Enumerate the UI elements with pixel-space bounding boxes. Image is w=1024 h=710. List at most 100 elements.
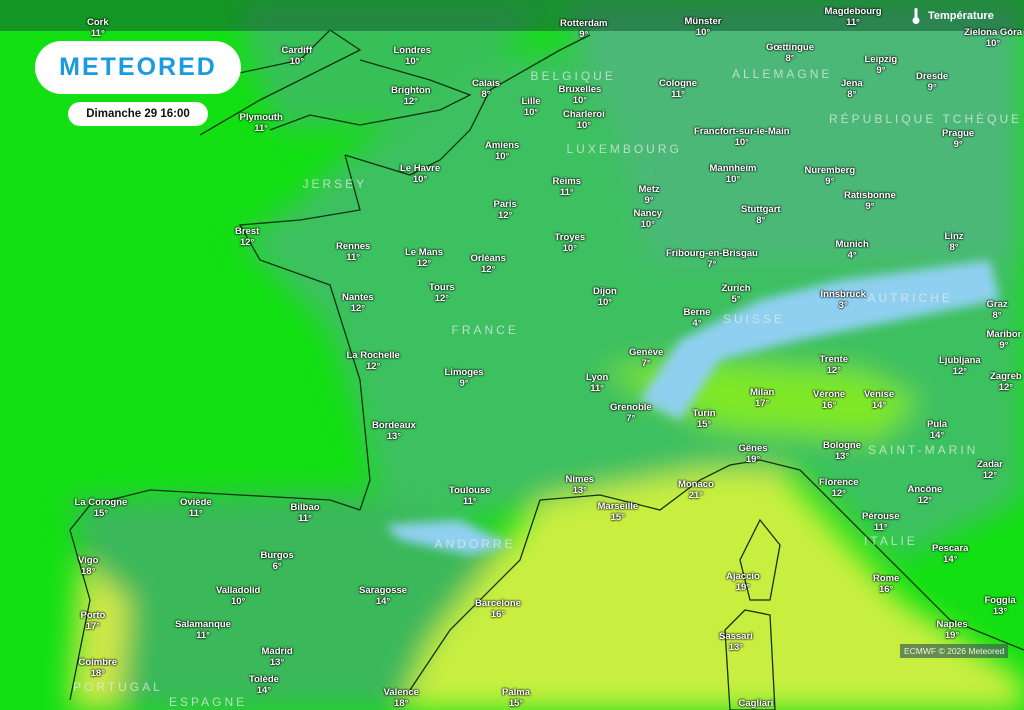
city-marker[interactable]: Zadar 12° (977, 459, 1003, 481)
city-marker[interactable]: Nancy 10° (634, 208, 663, 230)
city-marker[interactable]: Francfort-sur-le-Main 10° (694, 126, 790, 148)
city-marker[interactable]: Rome 16° (873, 573, 899, 595)
city-marker[interactable]: La Corogne 15° (75, 497, 128, 519)
city-marker[interactable]: Cologne 11° (659, 78, 697, 100)
city-temperature: 4° (692, 318, 702, 329)
layer-selector[interactable]: Température (912, 8, 994, 24)
city-marker[interactable]: La Rochelle 12° (347, 350, 400, 372)
city-marker[interactable]: Nuremberg 9° (805, 165, 856, 187)
city-marker[interactable]: Pula 14° (927, 419, 947, 441)
city-marker[interactable]: Reims 11° (553, 176, 582, 198)
city-marker[interactable]: Burgos 6° (261, 550, 294, 572)
city-marker[interactable]: Le Mans 12° (405, 247, 443, 269)
city-marker[interactable]: Fribourg-en-Brisgau 7° (666, 248, 758, 270)
city-marker[interactable]: Ajaccio 19° (726, 571, 760, 593)
city-marker[interactable]: Monaco 21° (678, 479, 714, 501)
city-marker[interactable]: Ancône 12° (908, 484, 943, 506)
city-marker[interactable]: Sassari 13° (719, 631, 753, 653)
city-marker[interactable]: Grenoble 7° (610, 402, 652, 424)
city-marker[interactable]: Limoges 9° (445, 367, 484, 389)
city-marker[interactable]: Orléans 12° (471, 253, 506, 275)
city-marker[interactable]: Lille 10° (522, 96, 541, 118)
city-marker[interactable]: Dijon 10° (593, 286, 617, 308)
city-marker[interactable]: Turin 15° (693, 408, 716, 430)
city-marker[interactable]: Pescara 14° (932, 543, 968, 565)
city-marker[interactable]: Milan 17° (750, 387, 774, 409)
city-marker[interactable]: Ratisbonne 9° (844, 190, 896, 212)
city-name: Maribor (986, 329, 1022, 340)
city-marker[interactable]: Coimbre 18° (79, 657, 118, 679)
city-marker[interactable]: Amiens 10° (485, 140, 519, 162)
city-marker[interactable]: Marseille 15° (598, 501, 639, 523)
city-marker[interactable]: Cork 11° (87, 17, 109, 39)
city-marker[interactable]: Pérouse 11° (862, 511, 900, 533)
city-marker[interactable]: Le Havre 10° (400, 163, 440, 185)
city-marker[interactable]: Palma 15° (502, 687, 530, 709)
city-name: Munich (835, 239, 869, 250)
city-marker[interactable]: Maribor 9° (987, 329, 1022, 351)
city-marker[interactable]: Plymouth 11° (240, 112, 283, 134)
city-marker[interactable]: Mannheim 10° (710, 163, 757, 185)
city-marker[interactable]: Munich 4° (836, 239, 869, 261)
city-marker[interactable]: Rennes 11° (336, 241, 370, 263)
meteored-logo[interactable]: METEORED (35, 41, 241, 94)
city-marker[interactable]: Linz 8° (945, 231, 964, 253)
city-marker[interactable]: Florence 12° (819, 477, 859, 499)
city-marker[interactable]: Dresde 9° (916, 71, 948, 93)
city-marker[interactable]: Paris 12° (494, 199, 517, 221)
city-marker[interactable]: Vigo 18° (78, 555, 98, 577)
city-marker[interactable]: Metz 9° (639, 184, 660, 206)
city-marker[interactable]: Rotterdam 9° (560, 18, 608, 40)
city-marker[interactable]: Nantes 12° (342, 292, 374, 314)
city-name: Pérouse (862, 511, 900, 522)
city-marker[interactable]: Troyes 10° (555, 232, 586, 254)
city-marker[interactable]: Londres 10° (394, 45, 431, 67)
forecast-datetime[interactable]: Dimanche 29 16:00 (68, 102, 208, 126)
city-marker[interactable]: Ljubljana 12° (939, 355, 981, 377)
city-marker[interactable]: Zielona Góra 10° (964, 27, 1022, 49)
city-marker[interactable]: Bordeaux 13° (372, 420, 416, 442)
city-marker[interactable]: Tolède 14° (249, 674, 279, 696)
city-marker[interactable]: Bruxelles 10° (559, 84, 602, 106)
city-marker[interactable]: Berne 4° (684, 307, 711, 329)
city-marker[interactable]: Bilbao 11° (291, 502, 320, 524)
city-marker[interactable]: Prague 9° (942, 128, 974, 150)
city-marker[interactable]: Barcelone 16° (475, 598, 521, 620)
city-marker[interactable]: Zagreb 12° (990, 371, 1022, 393)
city-marker[interactable]: Leipzig 9° (865, 54, 898, 76)
city-marker[interactable]: Porto 17° (81, 610, 106, 632)
city-marker[interactable]: Jena 8° (841, 78, 863, 100)
city-marker[interactable]: Lyon 11° (586, 372, 608, 394)
city-marker[interactable]: Genève 7° (629, 347, 663, 369)
city-marker[interactable]: Innsbruck 3° (821, 289, 866, 311)
city-marker[interactable]: Magdebourg 11° (825, 6, 882, 28)
city-marker[interactable]: Valence 18° (384, 687, 419, 709)
city-marker[interactable]: Gœttingue 8° (766, 42, 814, 64)
city-marker[interactable]: Cardiff 10° (282, 45, 313, 67)
city-marker[interactable]: Venise 14° (864, 389, 894, 411)
city-marker[interactable]: Naples 19° (937, 619, 968, 641)
city-marker[interactable]: Cagliari (739, 698, 774, 709)
city-marker[interactable]: Gênes 19° (739, 443, 768, 465)
city-marker[interactable]: Trente 12° (820, 354, 849, 376)
city-marker[interactable]: Charleroi 10° (563, 109, 605, 131)
city-marker[interactable]: Brighton 12° (391, 85, 431, 107)
city-marker[interactable]: Oviède 11° (180, 497, 212, 519)
city-marker[interactable]: Foggia 13° (985, 595, 1016, 617)
city-marker[interactable]: Salamanque 11° (175, 619, 231, 641)
city-marker[interactable]: Vérone 16° (813, 389, 845, 411)
city-marker[interactable]: Valladolid 10° (216, 585, 260, 607)
city-marker[interactable]: Calais 8° (472, 78, 500, 100)
city-marker[interactable]: Zurich 5° (722, 283, 751, 305)
city-marker[interactable]: Nimes 13° (566, 474, 595, 496)
city-marker[interactable]: Madrid 13° (262, 646, 293, 668)
city-marker[interactable]: Graz 8° (987, 299, 1008, 321)
city-marker[interactable]: Münster 10° (685, 16, 722, 38)
city-marker[interactable]: Toulouse 11° (449, 485, 491, 507)
city-marker[interactable]: Bologne 13° (823, 440, 861, 462)
city-marker[interactable]: Brest 12° (235, 226, 259, 248)
city-marker[interactable]: Stuttgart 8° (741, 204, 781, 226)
city-marker[interactable]: Tours 12° (429, 282, 455, 304)
city-marker[interactable]: Saragosse 14° (359, 585, 407, 607)
